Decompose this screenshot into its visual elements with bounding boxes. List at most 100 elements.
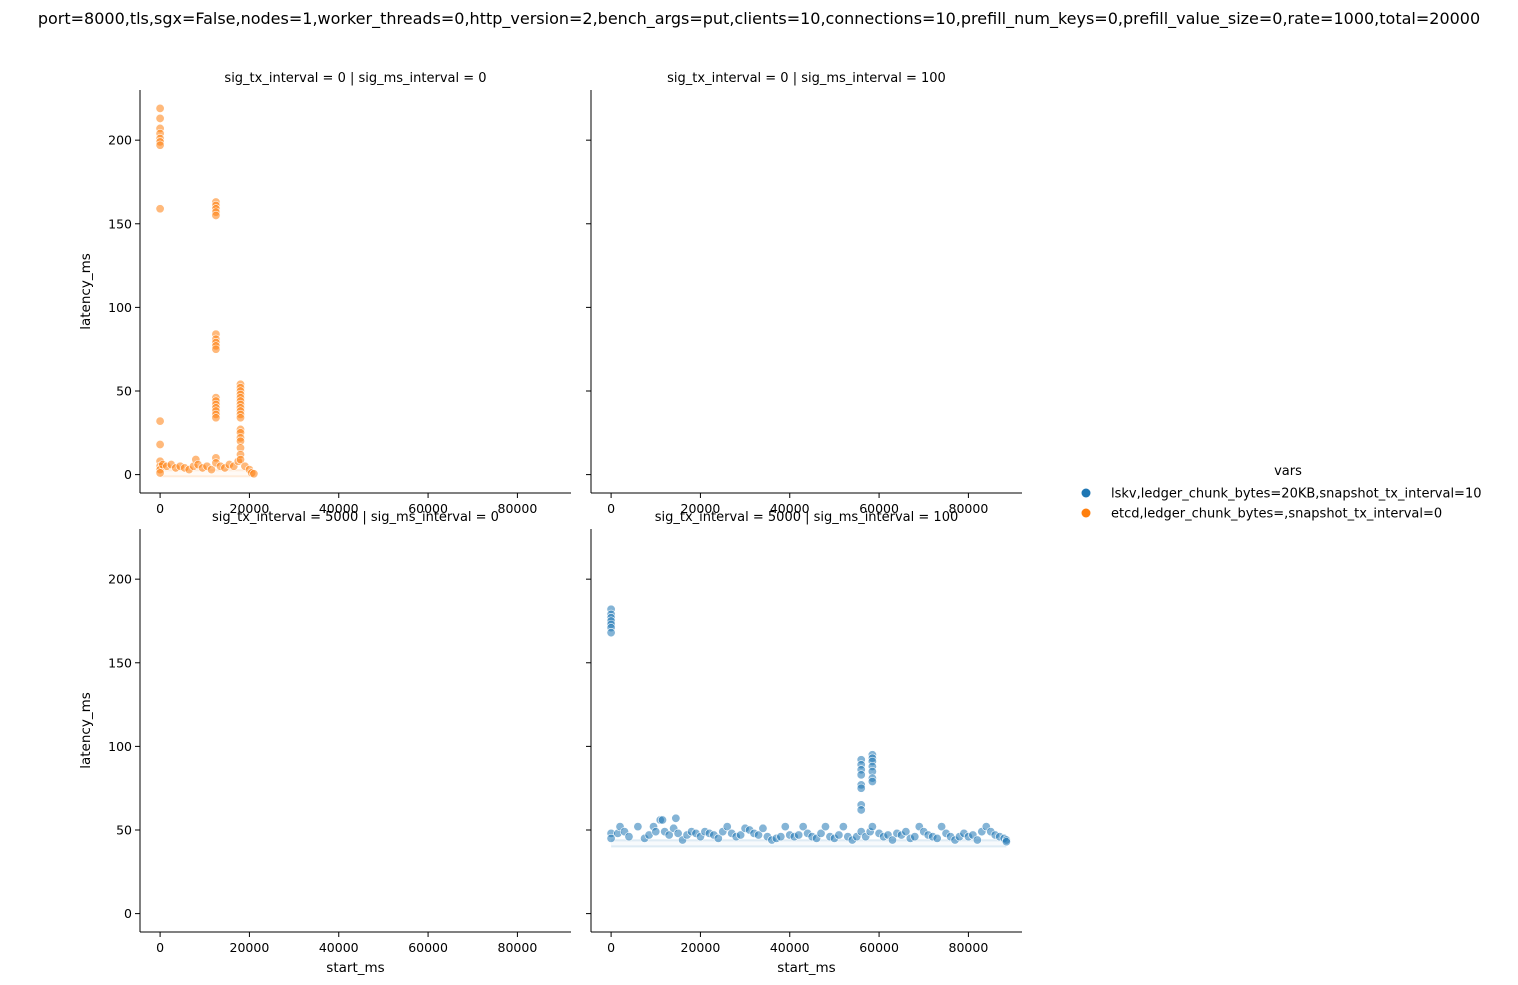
y-tick-label: 150 — [108, 216, 132, 231]
data-point — [155, 416, 165, 426]
y-tick-label: 0 — [124, 906, 132, 921]
x-tick-label: 80000 — [949, 940, 989, 955]
data-point — [753, 830, 763, 840]
data-point — [235, 413, 245, 423]
x-tick-label: 0 — [607, 940, 615, 955]
data-point — [780, 822, 790, 832]
x-tick-label: 60000 — [859, 940, 899, 955]
data-point — [856, 783, 866, 793]
x-tick-label: 80000 — [498, 940, 538, 955]
data-point — [235, 455, 245, 465]
facet-title: sig_tx_interval = 0 | sig_ms_interval = … — [667, 71, 946, 86]
data-point — [155, 204, 165, 214]
x-tick-label: 60000 — [859, 501, 899, 516]
data-point — [887, 835, 897, 845]
data-point — [776, 832, 786, 842]
facet-title: sig_tx_interval = 5000 | sig_ms_interval… — [655, 510, 958, 525]
data-point — [972, 835, 982, 845]
y-tick-label: 0 — [124, 467, 132, 482]
data-point — [664, 830, 674, 840]
x-tick-label: 20000 — [681, 940, 721, 955]
data-point — [867, 822, 877, 832]
data-point — [673, 828, 683, 838]
x-axis-label: start_ms — [777, 960, 835, 976]
x-tick-label: 40000 — [319, 501, 359, 516]
data-point — [249, 469, 259, 479]
data-point — [155, 468, 165, 478]
x-tick-label: 40000 — [319, 940, 359, 955]
data-point — [606, 833, 616, 843]
data-point — [155, 103, 165, 113]
data-point — [606, 628, 616, 638]
x-tick-label: 0 — [156, 501, 164, 516]
data-point — [838, 822, 848, 832]
legend-marker — [1081, 508, 1091, 518]
x-axis-label: start_ms — [326, 960, 384, 976]
x-tick-label: 20000 — [230, 501, 270, 516]
x-tick-label: 20000 — [230, 940, 270, 955]
series-1 — [606, 604, 1011, 848]
data-point — [651, 827, 661, 837]
y-tick-label: 150 — [108, 655, 132, 670]
chart-suptitle: port=8000,tls,sgx=False,nodes=1,worker_t… — [38, 9, 1480, 29]
facet-panel-1: sig_tx_interval = 0 | sig_ms_interval = … — [78, 71, 571, 516]
y-tick-label: 200 — [108, 572, 132, 587]
data-point — [816, 828, 826, 838]
legend-marker — [1081, 488, 1091, 498]
facet-title: sig_tx_interval = 0 | sig_ms_interval = … — [224, 71, 486, 86]
legend-title: vars — [1274, 464, 1302, 479]
y-axis-label: latency_ms — [78, 253, 94, 330]
facet-title: sig_tx_interval = 5000 | sig_ms_interval… — [212, 510, 499, 525]
data-point — [633, 822, 643, 832]
x-tick-label: 40000 — [770, 940, 810, 955]
x-tick-label: 80000 — [498, 501, 538, 516]
y-tick-label: 50 — [116, 822, 132, 837]
x-tick-label: 60000 — [408, 940, 448, 955]
y-tick-label: 200 — [108, 133, 132, 148]
dense-band-core — [160, 471, 254, 476]
data-point — [937, 822, 947, 832]
data-point — [211, 210, 221, 220]
x-tick-label: 0 — [156, 940, 164, 955]
data-point — [856, 770, 866, 780]
facet-panel-2: sig_tx_interval = 0 | sig_ms_interval = … — [586, 71, 1022, 516]
data-point — [867, 777, 877, 787]
x-tick-label: 20000 — [681, 501, 721, 516]
data-point — [155, 140, 165, 150]
y-tick-label: 100 — [108, 300, 132, 315]
data-point — [932, 833, 942, 843]
data-point — [901, 827, 911, 837]
data-point — [910, 832, 920, 842]
data-point — [624, 832, 634, 842]
y-axis-label: latency_ms — [78, 692, 94, 769]
x-tick-label: 40000 — [770, 501, 810, 516]
x-tick-label: 0 — [607, 501, 615, 516]
data-point — [657, 815, 667, 825]
data-point — [736, 830, 746, 840]
data-point — [1001, 837, 1011, 847]
facet-panel-3: sig_tx_interval = 5000 | sig_ms_interval… — [78, 510, 571, 976]
facet-panel-4: sig_tx_interval = 5000 | sig_ms_interval… — [586, 510, 1022, 976]
data-point — [834, 830, 844, 840]
x-tick-label: 80000 — [949, 501, 989, 516]
data-point — [211, 413, 221, 423]
legend-label: etcd,ledger_chunk_bytes=,snapshot_tx_int… — [1111, 507, 1442, 522]
data-point — [856, 805, 866, 815]
data-point — [758, 823, 768, 833]
data-point — [713, 833, 723, 843]
series-1 — [155, 103, 259, 479]
data-point — [722, 822, 732, 832]
data-point — [155, 440, 165, 450]
legend-label: lskv,ledger_chunk_bytes=20KB,snapshot_tx… — [1111, 487, 1482, 502]
y-tick-label: 100 — [108, 739, 132, 754]
x-tick-label: 60000 — [408, 501, 448, 516]
data-point — [206, 465, 216, 475]
data-point — [820, 822, 830, 832]
data-point — [211, 344, 221, 354]
data-point — [155, 113, 165, 123]
data-point — [671, 813, 681, 823]
dense-band-core — [611, 841, 1007, 846]
data-point — [798, 822, 808, 832]
facet-grid: sig_tx_interval = 0 | sig_ms_interval = … — [78, 71, 1022, 976]
